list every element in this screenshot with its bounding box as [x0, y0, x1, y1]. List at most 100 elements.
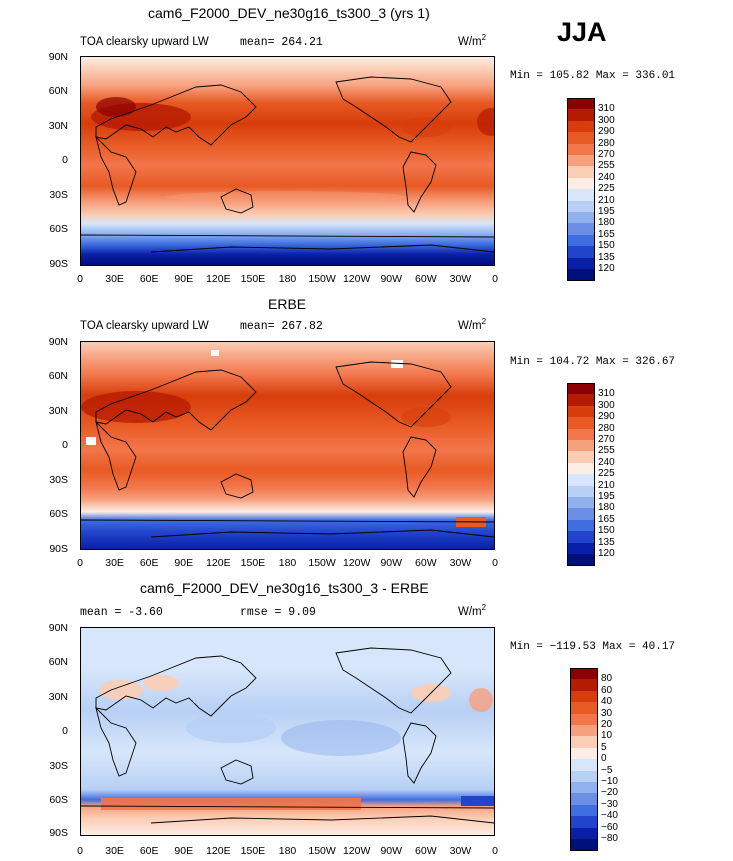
colorbar-label: −40 — [601, 810, 618, 822]
colorbar-swatch — [570, 804, 598, 817]
colorbar-swatch — [567, 497, 595, 509]
colorbar-label: 195 — [598, 491, 615, 502]
x-tick-label: 150E — [240, 273, 266, 285]
panel3-ytick: 60N — [48, 656, 68, 668]
colorbar-swatch — [567, 428, 595, 441]
colorbar-label: 135 — [598, 251, 615, 263]
colorbar-swatch — [570, 816, 598, 829]
colorbar-label: 290 — [598, 411, 615, 423]
colorbar-swatch — [567, 155, 595, 167]
colorbar-swatch — [567, 234, 595, 247]
colorbar-swatch — [567, 223, 595, 236]
colorbar-swatch — [567, 98, 595, 110]
x-tick-label: 90E — [174, 845, 194, 857]
colorbar-label: 10 — [601, 730, 613, 742]
x-tick-label: 90W — [380, 557, 403, 569]
colorbar-swatch — [570, 690, 598, 703]
colorbar-swatch — [570, 770, 598, 783]
colorbar-swatch — [570, 668, 598, 680]
panel3-mean-label: mean = -3.60 — [80, 606, 163, 619]
colorbar-label: 280 — [598, 137, 615, 149]
colorbar-swatch — [567, 143, 595, 156]
panel2-units: W/m2 — [458, 317, 487, 332]
panel1-ytick: 60S — [49, 223, 68, 235]
colorbar-swatch — [567, 166, 595, 179]
x-tick-label: 90E — [174, 557, 194, 569]
panel2-ytick: 60S — [49, 508, 68, 520]
colorbar-label: 120 — [598, 548, 615, 559]
colorbar-label: 165 — [598, 228, 615, 240]
panel1-units: W/m2 — [458, 33, 487, 48]
panel1-map — [80, 56, 495, 266]
colorbar-swatch — [570, 793, 598, 806]
colorbar-label: 270 — [598, 149, 615, 160]
colorbar-swatch — [567, 417, 595, 430]
colorbar-swatch — [567, 383, 595, 395]
x-tick-label: 0 — [77, 557, 83, 569]
panel1-ytick: 90S — [49, 258, 68, 270]
colorbar-swatch — [567, 212, 595, 224]
colorbar-label: 240 — [598, 456, 615, 468]
x-tick-label: 150E — [240, 845, 266, 857]
panel2-ytick: 0 — [62, 439, 68, 451]
colorbar-label: 0 — [601, 753, 607, 765]
x-tick-label: 60W — [415, 557, 437, 569]
colorbar-swatch — [567, 109, 595, 122]
colorbar-swatch — [570, 747, 598, 760]
x-tick-label: 90W — [380, 845, 403, 857]
colorbar-label: 180 — [598, 502, 615, 514]
colorbar-label: 225 — [598, 468, 615, 480]
x-tick-label: 120E — [206, 845, 231, 857]
panel2-ytick: 60N — [48, 370, 68, 382]
colorbar-swatch — [567, 132, 595, 145]
x-tick-label: 150E — [240, 557, 266, 569]
colorbar-label: 280 — [598, 422, 615, 434]
panel3-map — [80, 627, 495, 836]
panel1-ytick: 0 — [62, 154, 68, 166]
panel2-map-svg — [81, 342, 494, 549]
x-tick-label: 120W — [342, 557, 371, 569]
colorbar-swatch — [567, 257, 595, 270]
x-tick-label: 30E — [105, 845, 124, 857]
x-tick-label: 150W — [308, 273, 336, 285]
colorbar-swatch — [567, 474, 595, 487]
colorbar-label: 300 — [598, 399, 615, 411]
colorbar-swatch — [567, 405, 595, 418]
colorbar-label: −10 — [601, 776, 618, 787]
colorbar-label: 180 — [598, 217, 615, 229]
panel1-mean-label: mean= 264.21 — [240, 36, 323, 49]
panel2-ytick: 90S — [49, 543, 68, 555]
x-tick-label: 180 — [278, 273, 297, 285]
panel3-units: W/m2 — [458, 603, 487, 618]
panel1-variable-label: TOA clearsky upward LW — [80, 36, 209, 48]
colorbar-swatch — [567, 394, 595, 407]
x-tick-label: 0 — [77, 273, 83, 285]
colorbar-label: 195 — [598, 206, 615, 217]
colorbar-label: 30 — [601, 707, 613, 719]
colorbar-swatch — [567, 542, 595, 555]
colorbar-swatch — [570, 839, 598, 851]
colorbar-label: 5 — [601, 741, 607, 753]
season-label: JJA — [557, 17, 607, 47]
colorbar-label: 240 — [598, 171, 615, 183]
panel1-ytick: 60N — [48, 85, 68, 97]
panel3-title: cam6_F2000_DEV_ne30g16_ts300_3 - ERBE — [140, 580, 429, 596]
x-tick-label: 120E — [206, 273, 231, 285]
colorbar-swatch — [567, 531, 595, 544]
colorbar-label: 210 — [598, 194, 615, 206]
panel2-minmax: Min = 104.72 Max = 326.67 — [510, 356, 676, 368]
colorbar-swatch — [570, 782, 598, 794]
colorbar-swatch — [567, 462, 595, 475]
colorbar-label: 290 — [598, 126, 615, 138]
colorbar-swatch — [570, 725, 598, 737]
colorbar-label: 210 — [598, 479, 615, 491]
panel3-ytick: 90S — [49, 827, 68, 839]
panel1-map-svg — [81, 57, 494, 265]
colorbar-swatch — [567, 269, 595, 281]
x-tick-label: 60W — [415, 845, 437, 857]
colorbar-label: −60 — [601, 821, 618, 833]
colorbar-label: 310 — [598, 388, 615, 400]
x-tick-label: 180 — [278, 557, 297, 569]
colorbar-label: −5 — [601, 764, 613, 776]
x-tick-label: 150W — [308, 845, 336, 857]
